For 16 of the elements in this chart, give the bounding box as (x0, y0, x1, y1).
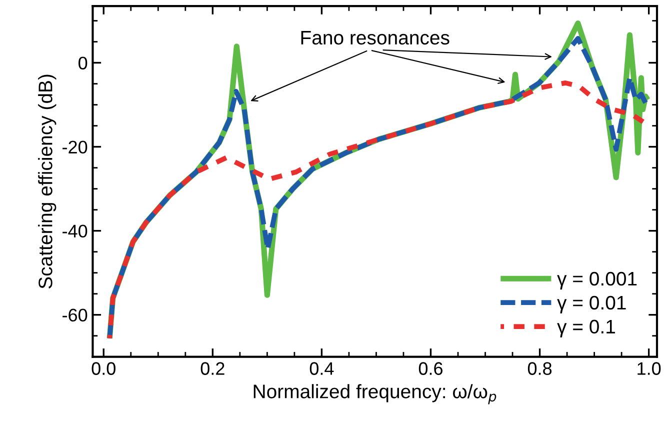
annotation: Fano resonances (301, 31, 450, 45)
x-tick-label: 0.6 (418, 362, 442, 375)
y-tick-label: -40 (62, 224, 88, 238)
legend-label: γ = 0.001 (557, 272, 637, 290)
legend-label: γ = 0.1 (557, 320, 615, 338)
y-axis-title: Scattering efficiency (dB) (38, 74, 56, 288)
x-tick-label: 0.4 (310, 362, 334, 375)
y-tick-label: 0 (78, 56, 88, 70)
x-tick-label: 0.2 (200, 362, 224, 375)
legend-label: γ = 0.01 (557, 296, 626, 314)
x-tick-label: 0.0 (92, 362, 116, 375)
x-axis-title: Normalized frequency: ω/ω$_{p}$ (254, 384, 496, 404)
y-tick-label: -20 (62, 140, 88, 154)
y-tick-label: -60 (62, 308, 88, 322)
x-tick-label: 0.8 (528, 362, 552, 375)
x-tick-label: 1.0 (638, 362, 661, 375)
